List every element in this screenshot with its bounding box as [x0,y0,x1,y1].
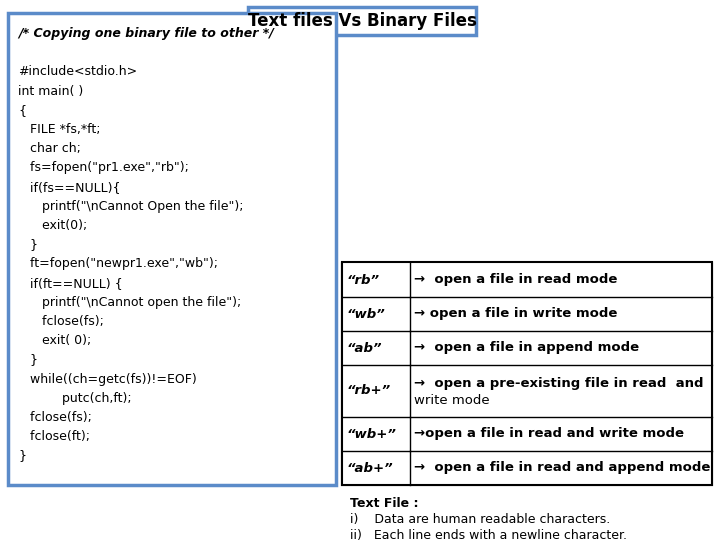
Text: {: { [18,104,26,117]
Text: while((ch=getc(fs))!=EOF): while((ch=getc(fs))!=EOF) [18,373,197,386]
Text: →  open a file in read and append mode: → open a file in read and append mode [414,462,711,475]
Text: fclose(fs);: fclose(fs); [18,411,92,424]
Text: }: } [18,238,38,251]
Text: fclose(fs);: fclose(fs); [18,315,104,328]
FancyBboxPatch shape [342,263,712,485]
Text: exit( 0);: exit( 0); [18,334,91,347]
FancyBboxPatch shape [342,262,712,485]
Text: “wb+”: “wb+” [346,428,396,441]
Text: →  open a file in read mode: → open a file in read mode [414,273,617,287]
Text: “wb”: “wb” [346,307,384,321]
Text: fclose(ft);: fclose(ft); [18,430,90,443]
Text: write mode: write mode [414,394,490,407]
Text: →  open a pre-existing file in read  and: → open a pre-existing file in read and [414,376,703,389]
Text: i)    Data are human readable characters.: i) Data are human readable characters. [350,513,611,526]
Text: /* Copying one binary file to other */: /* Copying one binary file to other */ [18,27,274,40]
FancyBboxPatch shape [248,7,476,35]
Text: →  open a file in append mode: → open a file in append mode [414,341,639,354]
Text: exit(0);: exit(0); [18,219,87,232]
Text: if(fs==NULL){: if(fs==NULL){ [18,180,120,194]
Text: }: } [18,449,26,462]
Text: char ch;: char ch; [18,142,81,155]
Text: printf("\nCannot Open the file");: printf("\nCannot Open the file"); [18,200,243,213]
Text: “ab+”: “ab+” [346,462,392,475]
Text: →open a file in read and write mode: →open a file in read and write mode [414,428,684,441]
Text: ii)   Each line ends with a newline character.: ii) Each line ends with a newline charac… [350,529,627,540]
Text: fs=fopen("pr1.exe","rb");: fs=fopen("pr1.exe","rb"); [18,161,189,174]
Text: → open a file in write mode: → open a file in write mode [414,307,617,321]
Text: ft=fopen("newpr1.exe","wb");: ft=fopen("newpr1.exe","wb"); [18,258,218,271]
Text: “rb”: “rb” [346,273,379,287]
Text: Text files Vs Binary Files: Text files Vs Binary Files [248,12,477,30]
Text: “rb+”: “rb+” [346,384,390,397]
Text: printf("\nCannot open the file");: printf("\nCannot open the file"); [18,296,241,309]
Text: #include<stdio.h>: #include<stdio.h> [18,65,137,78]
Text: Text File :: Text File : [350,497,418,510]
FancyBboxPatch shape [8,13,336,485]
Text: int main( ): int main( ) [18,85,84,98]
Text: if(ft==NULL) {: if(ft==NULL) { [18,276,122,289]
Text: }: } [18,353,38,367]
Text: putc(ch,ft);: putc(ch,ft); [18,392,132,405]
Text: FILE *fs,*ft;: FILE *fs,*ft; [18,123,101,136]
Text: “ab”: “ab” [346,341,382,354]
